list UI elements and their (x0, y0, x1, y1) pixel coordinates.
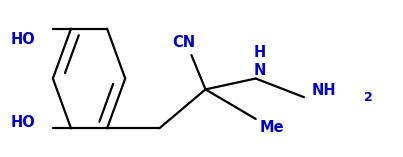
Text: H: H (253, 45, 266, 60)
Text: NH: NH (312, 84, 337, 98)
Text: CN: CN (172, 35, 195, 50)
Text: HO: HO (11, 32, 35, 47)
Text: HO: HO (11, 115, 35, 130)
Text: 2: 2 (364, 91, 373, 104)
Text: Me: Me (260, 120, 285, 135)
Text: N: N (253, 63, 266, 78)
